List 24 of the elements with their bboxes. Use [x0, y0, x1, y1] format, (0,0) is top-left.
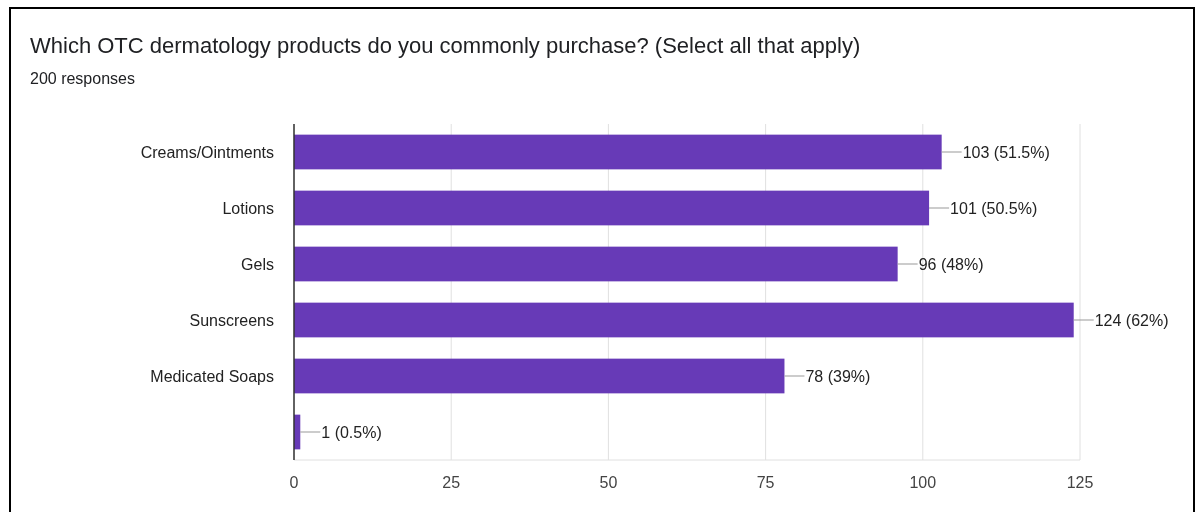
bar: [294, 246, 898, 282]
bar: [294, 190, 930, 226]
data-label: 124 (62%): [1094, 311, 1169, 329]
x-tick-label: 50: [599, 474, 618, 491]
y-tick-label: Creams/Ointments: [140, 143, 274, 161]
x-tick-label: 75: [756, 474, 775, 491]
x-tick-label: 0: [289, 474, 299, 491]
data-label: 96 (48%): [918, 255, 984, 273]
data-label: 101 (50.5%): [950, 199, 1038, 217]
y-tick-label: Gels: [241, 255, 274, 273]
bar: [294, 358, 785, 394]
x-tick-label: 100: [909, 474, 937, 491]
chart-title: Which OTC dermatology products do you commonly purchase? (Select all that apply): [30, 33, 861, 58]
y-tick-label: Sunscreens: [189, 311, 274, 329]
x-tick-label: 125: [1066, 474, 1094, 491]
bar: [294, 302, 1074, 338]
data-label: 1 (0.5%): [321, 423, 382, 441]
y-tick-label: Lotions: [222, 199, 274, 217]
x-tick-label: 25: [442, 474, 461, 491]
data-label: 103 (51.5%): [962, 143, 1050, 161]
y-tick-label: Medicated Soaps: [150, 367, 274, 385]
text: 200 responses: [30, 70, 135, 87]
bar: [294, 134, 942, 170]
data-label: 78 (39%): [805, 367, 871, 385]
